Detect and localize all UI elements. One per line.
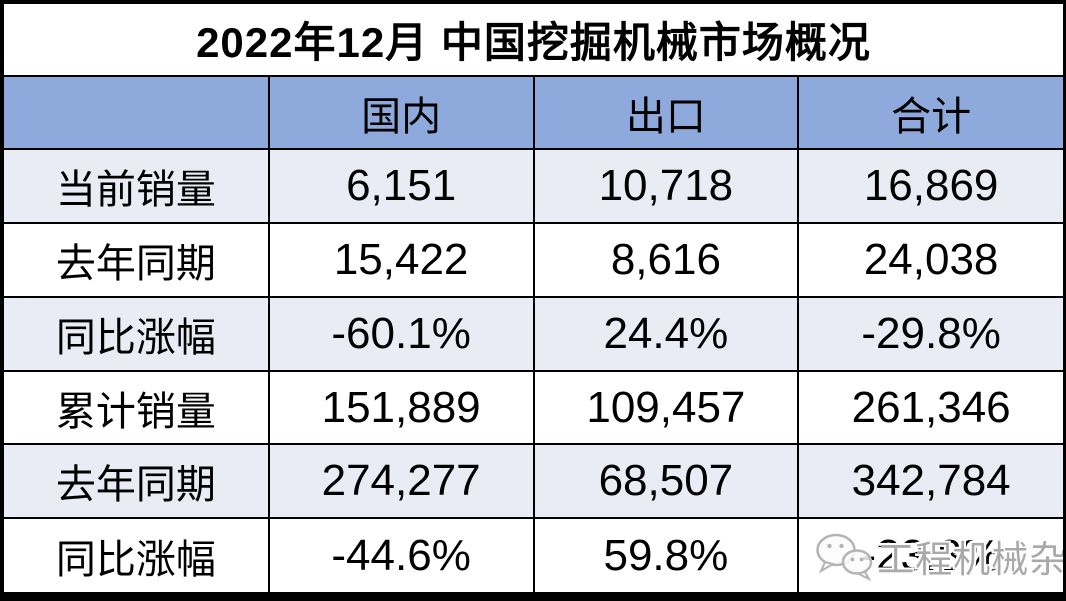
table-row-cumulative-sales: 累计销量 151,889 109,457 261,346 [4, 369, 1063, 446]
table-cell: 151,889 [267, 369, 535, 446]
title-row: 2022年12月 中国挖掘机械市场概况 [4, 4, 1063, 77]
table-cell: 59.8% [532, 517, 800, 592]
table-cell: 261,346 [797, 369, 1063, 446]
table-row-yoy-change-monthly: 同比涨幅 -60.1% 24.4% -29.8% [4, 295, 1063, 372]
table-cell: 24,038 [797, 222, 1063, 298]
table-row-last-year-monthly: 去年同期 15,422 8,616 24,038 [4, 222, 1063, 298]
table-cell: 24.4% [532, 295, 800, 372]
table-cell: -29.8% [797, 295, 1063, 372]
excavator-market-table: 2022年12月 中国挖掘机械市场概况 国内 出口 合计 当前销量 6,151 … [4, 4, 1063, 592]
header-row: 国内 出口 合计 [4, 74, 1063, 151]
table-cell: 6,151 [267, 148, 535, 225]
table-cell-watermarked: -23.8% 工程机械杂志 [797, 517, 1063, 592]
row-label: 同比涨幅 [4, 295, 270, 372]
table-cell: 15,422 [267, 222, 535, 298]
row-label: 当前销量 [4, 148, 270, 225]
header-corner-cell [4, 74, 270, 151]
table-cell: 342,784 [797, 443, 1063, 520]
row-label: 同比涨幅 [4, 517, 270, 592]
header-export: 出口 [532, 74, 800, 151]
table-cell: 109,457 [532, 369, 800, 446]
table-cell: 16,869 [797, 148, 1063, 225]
table-row-current-sales: 当前销量 6,151 10,718 16,869 [4, 148, 1063, 225]
table-cell: 10,718 [532, 148, 800, 225]
table-row-last-year-cumulative: 去年同期 274,277 68,507 342,784 [4, 443, 1063, 520]
row-label: 去年同期 [4, 222, 270, 298]
header-domestic: 国内 [267, 74, 535, 151]
header-total: 合计 [797, 74, 1063, 151]
table-cell: 274,277 [267, 443, 535, 520]
table-cell: -44.6% [267, 517, 535, 592]
table-cell: 8,616 [532, 222, 800, 298]
table-row-yoy-change-cumulative: 同比涨幅 -44.6% 59.8% -23.8% [4, 517, 1063, 592]
page-title: 2022年12月 中国挖掘机械市场概况 [4, 4, 1063, 77]
table-cell: 68,507 [532, 443, 800, 520]
row-label: 累计销量 [4, 369, 270, 446]
table-cell: -60.1% [267, 295, 535, 372]
cell-value: -23.8% [861, 530, 1001, 580]
row-label: 去年同期 [4, 443, 270, 520]
